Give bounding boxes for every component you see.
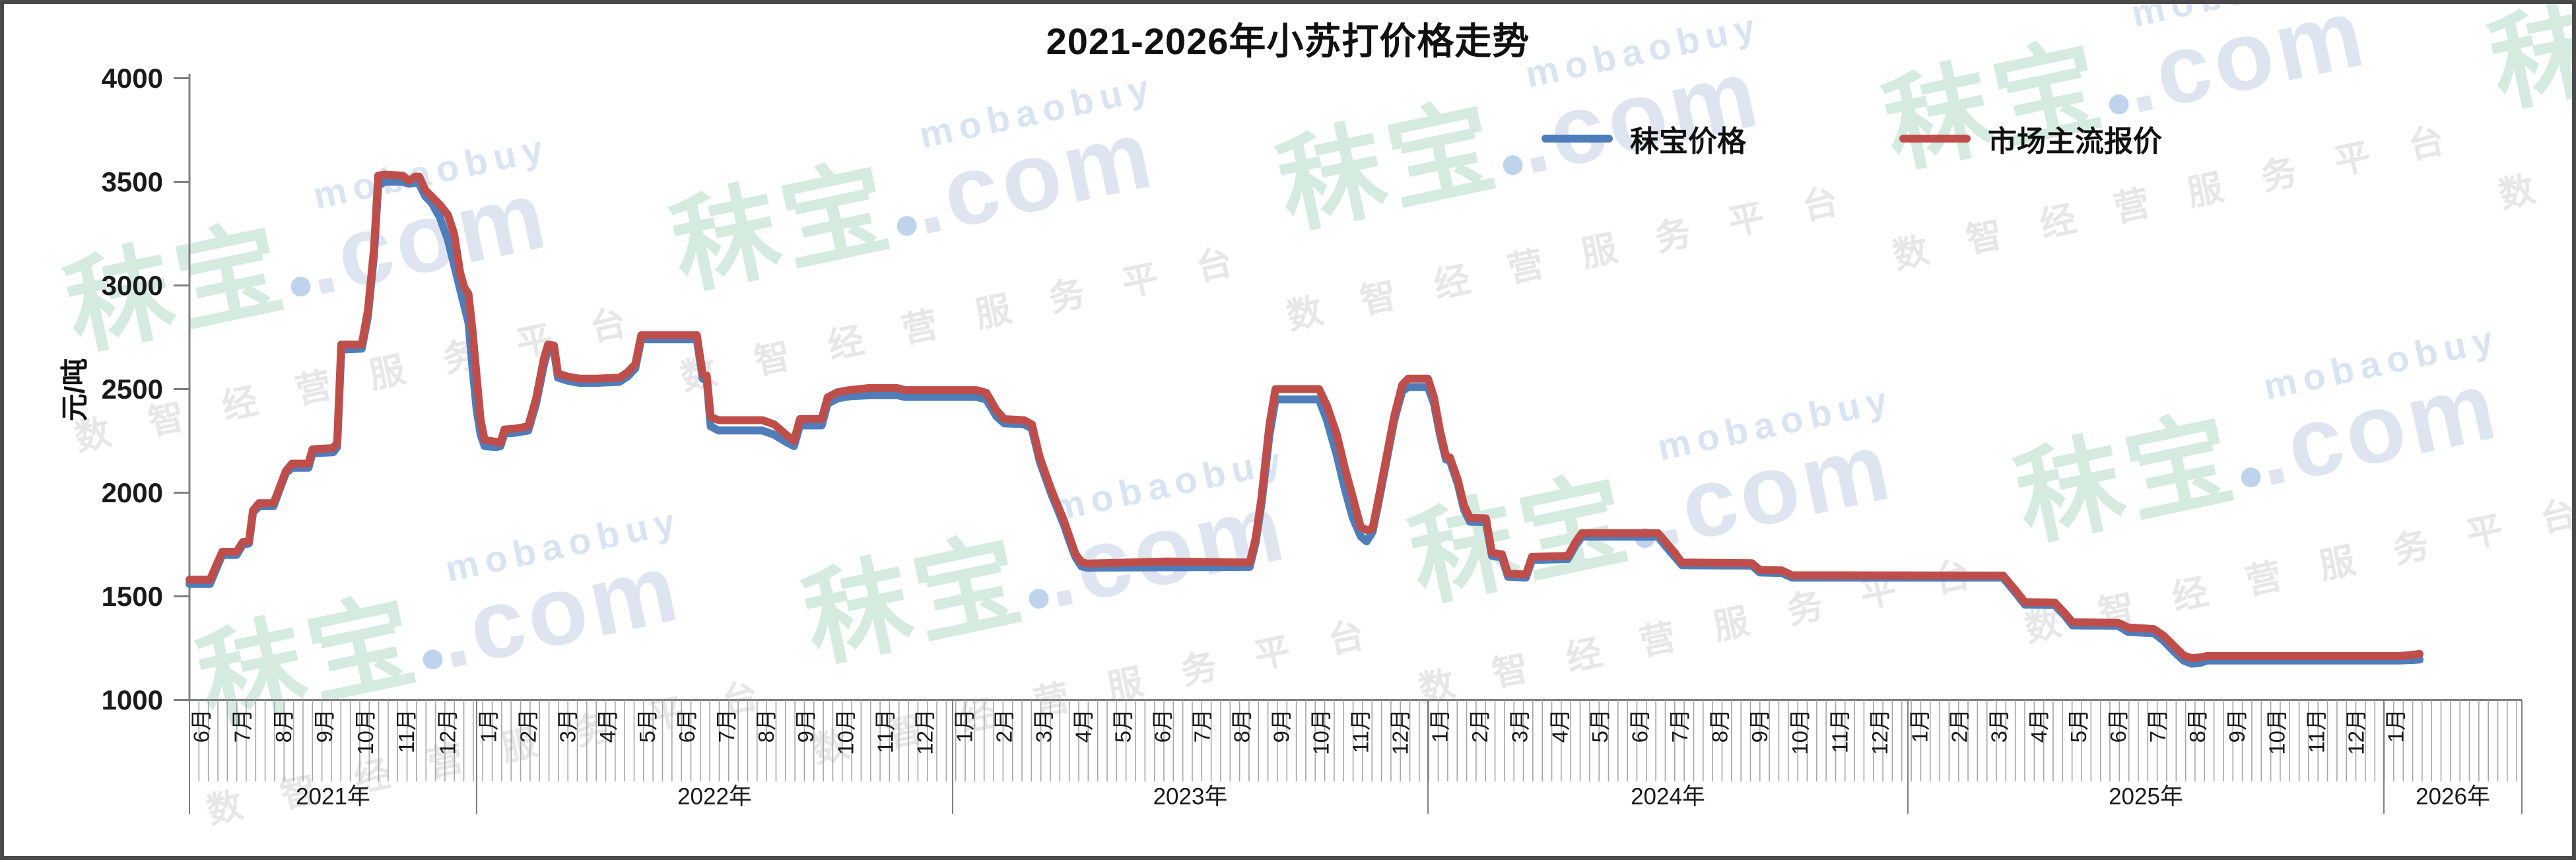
year-label: 2026年 <box>2416 784 2490 810</box>
month-label: 9月 <box>2225 709 2249 743</box>
month-label: 3月 <box>1987 709 2012 743</box>
y-tick-label: 3000 <box>102 270 163 301</box>
chart-title: 2021-2026年小苏打价格走势 <box>1046 20 1530 62</box>
month-label: 7月 <box>2146 709 2170 743</box>
month-label: 9月 <box>1270 709 1294 743</box>
month-label: 8月 <box>754 709 778 743</box>
month-label: 1月 <box>2384 709 2408 743</box>
month-label: 7月 <box>230 709 255 743</box>
legend-item-market-price: 市场主流报价 <box>1899 117 2162 160</box>
legend-label: 秣宝价格 <box>1630 125 1746 158</box>
month-label: 4月 <box>595 709 620 743</box>
year-band: 2021年 2022年 2023年 2024年 2025年 2026年 <box>189 700 2523 814</box>
month-label: 2月 <box>1948 709 1972 743</box>
y-tick-label: 2500 <box>102 374 163 405</box>
month-label: 9月 <box>312 709 337 743</box>
month-label: 7月 <box>1190 709 1215 743</box>
month-label: 6月 <box>675 709 699 743</box>
month-label: 5月 <box>1111 709 1135 743</box>
month-label: 6月 <box>1627 709 1652 743</box>
month-label: 10月 <box>1309 709 1334 755</box>
y-tick-label: 1000 <box>102 684 163 715</box>
legend-label: 市场主流报价 <box>1988 125 2162 158</box>
svg-text:秣宝: 秣宝 <box>662 146 904 308</box>
month-label: 12月 <box>1868 709 1892 755</box>
legend-line-red-icon <box>1899 135 1971 143</box>
y-tick-label: 2000 <box>102 477 163 508</box>
month-label: 8月 <box>271 709 296 743</box>
svg-text:秣宝: 秣宝 <box>188 579 430 741</box>
month-label: 3月 <box>556 709 580 743</box>
year-label: 2022年 <box>677 784 752 810</box>
svg-text:秣宝: 秣宝 <box>794 519 1036 680</box>
month-label: 8月 <box>2185 709 2210 743</box>
y-tick-label: 4000 <box>102 63 163 94</box>
svg-text:秣宝: 秣宝 <box>2006 397 2248 559</box>
month-label: 8月 <box>1708 709 1732 743</box>
svg-text:秣宝: 秣宝 <box>1268 85 1510 247</box>
month-label: 1月 <box>953 709 977 743</box>
month-label: 12月 <box>912 709 937 755</box>
y-axis-title: 元/吨 <box>59 358 90 422</box>
month-label: 10月 <box>2264 709 2289 755</box>
y-axis-ticks: 4000 3500 3000 2500 2000 1500 1000 <box>102 63 189 715</box>
month-label: 7月 <box>714 709 739 743</box>
month-label: 10月 <box>1788 709 1812 755</box>
month-label: 4月 <box>2027 709 2051 743</box>
month-label: 11月 <box>1349 709 1373 753</box>
year-label: 2021年 <box>296 784 370 810</box>
month-label: 2月 <box>992 709 1017 743</box>
month-label: 5月 <box>1588 709 1612 743</box>
month-label: 4月 <box>1071 709 1096 743</box>
y-tick-label: 3500 <box>102 166 163 197</box>
month-label: 4月 <box>1547 709 1572 743</box>
month-label: 9月 <box>1747 709 1772 743</box>
year-label: 2024年 <box>1631 784 1705 810</box>
year-label: 2025年 <box>2109 784 2183 810</box>
month-label: 6月 <box>2106 709 2130 743</box>
month-label: 3月 <box>1032 709 1056 743</box>
month-label: 10月 <box>353 709 378 755</box>
month-labels: 6月 7月 8月 9月 10月 11月 12月 1月 2月 3月 4月 5月 6月 7月 8月 9月 10月 11… <box>189 709 2408 755</box>
month-label: 5月 <box>635 709 660 743</box>
legend-line-blue-icon <box>1542 135 1613 143</box>
year-label: 2023年 <box>1153 784 1228 810</box>
month-label: 11月 <box>873 709 897 753</box>
month-label: 5月 <box>2066 709 2091 743</box>
month-label: 1月 <box>477 709 501 743</box>
watermark-layer: 数智经营服务平台秣宝.commobaobuy数智经营服务平台秣宝.commoba… <box>56 0 2576 832</box>
month-label: 6月 <box>1151 709 1175 743</box>
month-label: 6月 <box>189 709 214 743</box>
month-label: 11月 <box>394 709 419 753</box>
month-label: 1月 <box>1428 709 1452 743</box>
month-label: 11月 <box>2304 709 2328 753</box>
svg-text:秣宝: 秣宝 <box>56 207 298 368</box>
month-label: 8月 <box>1230 709 1254 743</box>
month-label: 12月 <box>1388 709 1413 755</box>
month-label: 7月 <box>1668 709 1692 743</box>
month-label: 2月 <box>1468 709 1492 743</box>
month-label: 10月 <box>833 709 858 755</box>
series-market-price <box>186 170 2424 663</box>
legend-item-mobao-price: 秣宝价格 <box>1542 117 1746 160</box>
month-label: 1月 <box>1908 709 1932 743</box>
month-label: 12月 <box>435 709 459 755</box>
month-label: 9月 <box>794 709 818 743</box>
month-label: 3月 <box>1508 709 1532 743</box>
month-label: 11月 <box>1827 709 1852 753</box>
month-label: 12月 <box>2344 709 2368 755</box>
month-label: 2月 <box>516 709 541 743</box>
x-axis-ticks <box>189 700 2517 781</box>
y-tick-label: 1500 <box>102 581 163 612</box>
